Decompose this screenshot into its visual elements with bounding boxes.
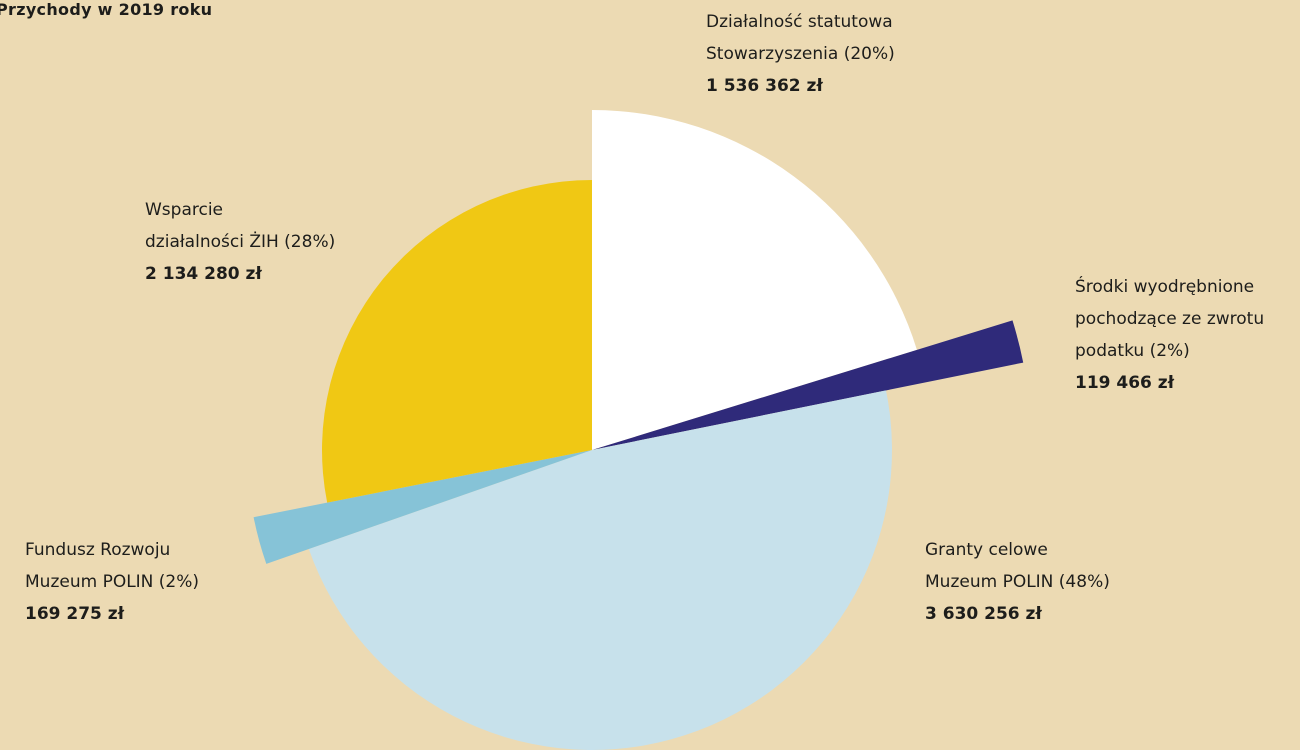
chart-title: Przychody w 2019 roku xyxy=(0,0,213,19)
slice-label: Środki wyodrębnione pochodzące ze zwrotu… xyxy=(1075,271,1264,399)
pie-slice xyxy=(308,390,892,750)
value-label: 119 466 zł xyxy=(1075,373,1175,393)
value-label: 169 275 zł xyxy=(25,604,125,624)
slice-label: Działalność statutowa Stowarzyszenia (20… xyxy=(706,6,895,102)
category-label: Środki wyodrębnione pochodzące ze zwrotu… xyxy=(1075,277,1265,361)
pie-slice xyxy=(322,180,592,503)
value-label: 2 134 280 zł xyxy=(145,264,262,284)
value-label: 1 536 362 zł xyxy=(706,76,823,96)
category-label: Granty celowe Muzeum POLIN (48%) xyxy=(925,540,1110,592)
category-label: Wsparcie działalności ŻIH (28%) xyxy=(145,200,336,252)
slice-label: Fundusz Rozwoju Muzeum POLIN (2%) 169 275… xyxy=(25,534,199,630)
slice-label: Granty celowe Muzeum POLIN (48%) 3 630 25… xyxy=(925,534,1110,630)
slice-label: Wsparcie działalności ŻIH (28%) 2 134 280… xyxy=(145,194,335,290)
category-label: Fundusz Rozwoju Muzeum POLIN (2%) xyxy=(25,540,200,592)
value-label: 3 630 256 zł xyxy=(925,604,1042,624)
pie-slice xyxy=(592,320,1024,450)
category-label: Działalność statutowa Stowarzyszenia (20… xyxy=(706,12,895,64)
pie-slice xyxy=(592,110,917,450)
pie-slice xyxy=(253,450,592,564)
